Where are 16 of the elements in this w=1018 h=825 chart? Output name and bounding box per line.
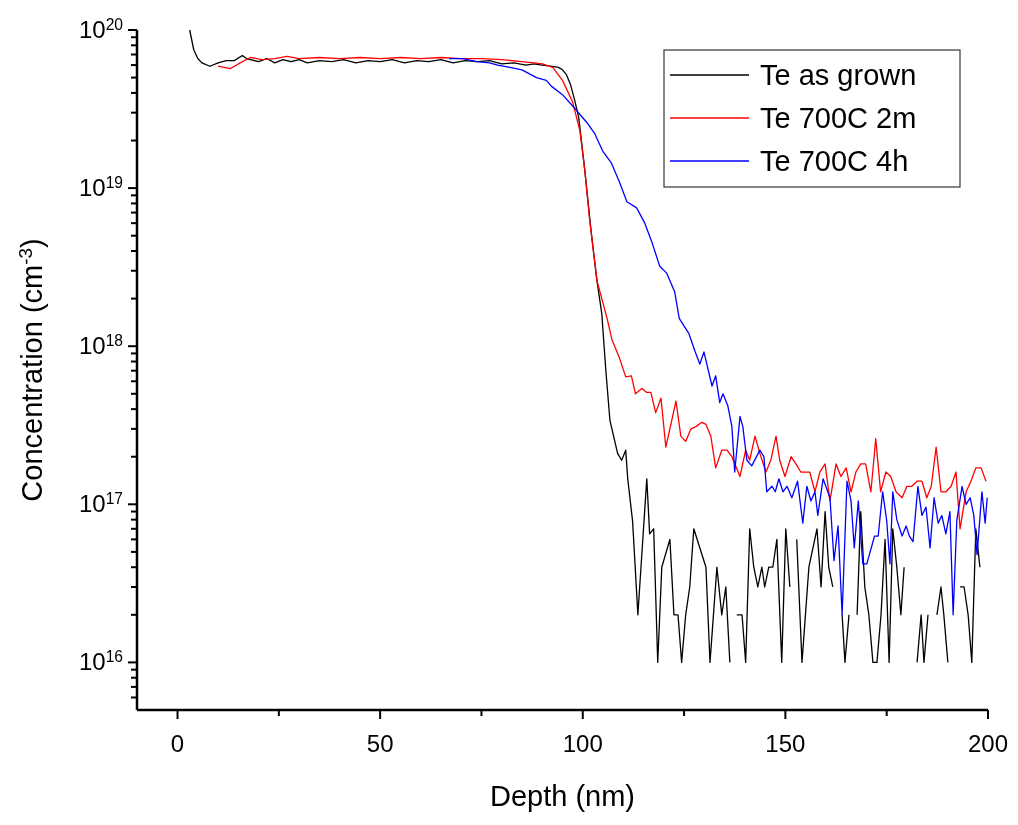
line-series — [448, 57, 988, 616]
legend-label: Te 700C 4h — [760, 145, 909, 177]
y-tick-label: 10$^{16}$ — [78, 647, 123, 676]
x-tick-label: 150 — [765, 730, 806, 757]
x-tick-label: 0 — [170, 730, 185, 757]
x-axis-title: Depth (nm) — [489, 780, 636, 812]
y-tick-label: 10$^{19}$ — [78, 173, 123, 202]
y-tick-label: 10$^{20}$ — [78, 15, 124, 43]
legend-label: Te 700C 2m — [760, 102, 917, 134]
line-series — [217, 55, 987, 530]
y-tick-label: 10$^{18}$ — [78, 331, 123, 360]
x-tick-label: 200 — [967, 730, 1009, 757]
legend-label: Te as grown — [760, 59, 917, 91]
x-tick-label: 100 — [562, 730, 603, 757]
y-tick-label: 10$^{17}$ — [78, 489, 123, 518]
x-tick-label: 50 — [366, 730, 394, 757]
